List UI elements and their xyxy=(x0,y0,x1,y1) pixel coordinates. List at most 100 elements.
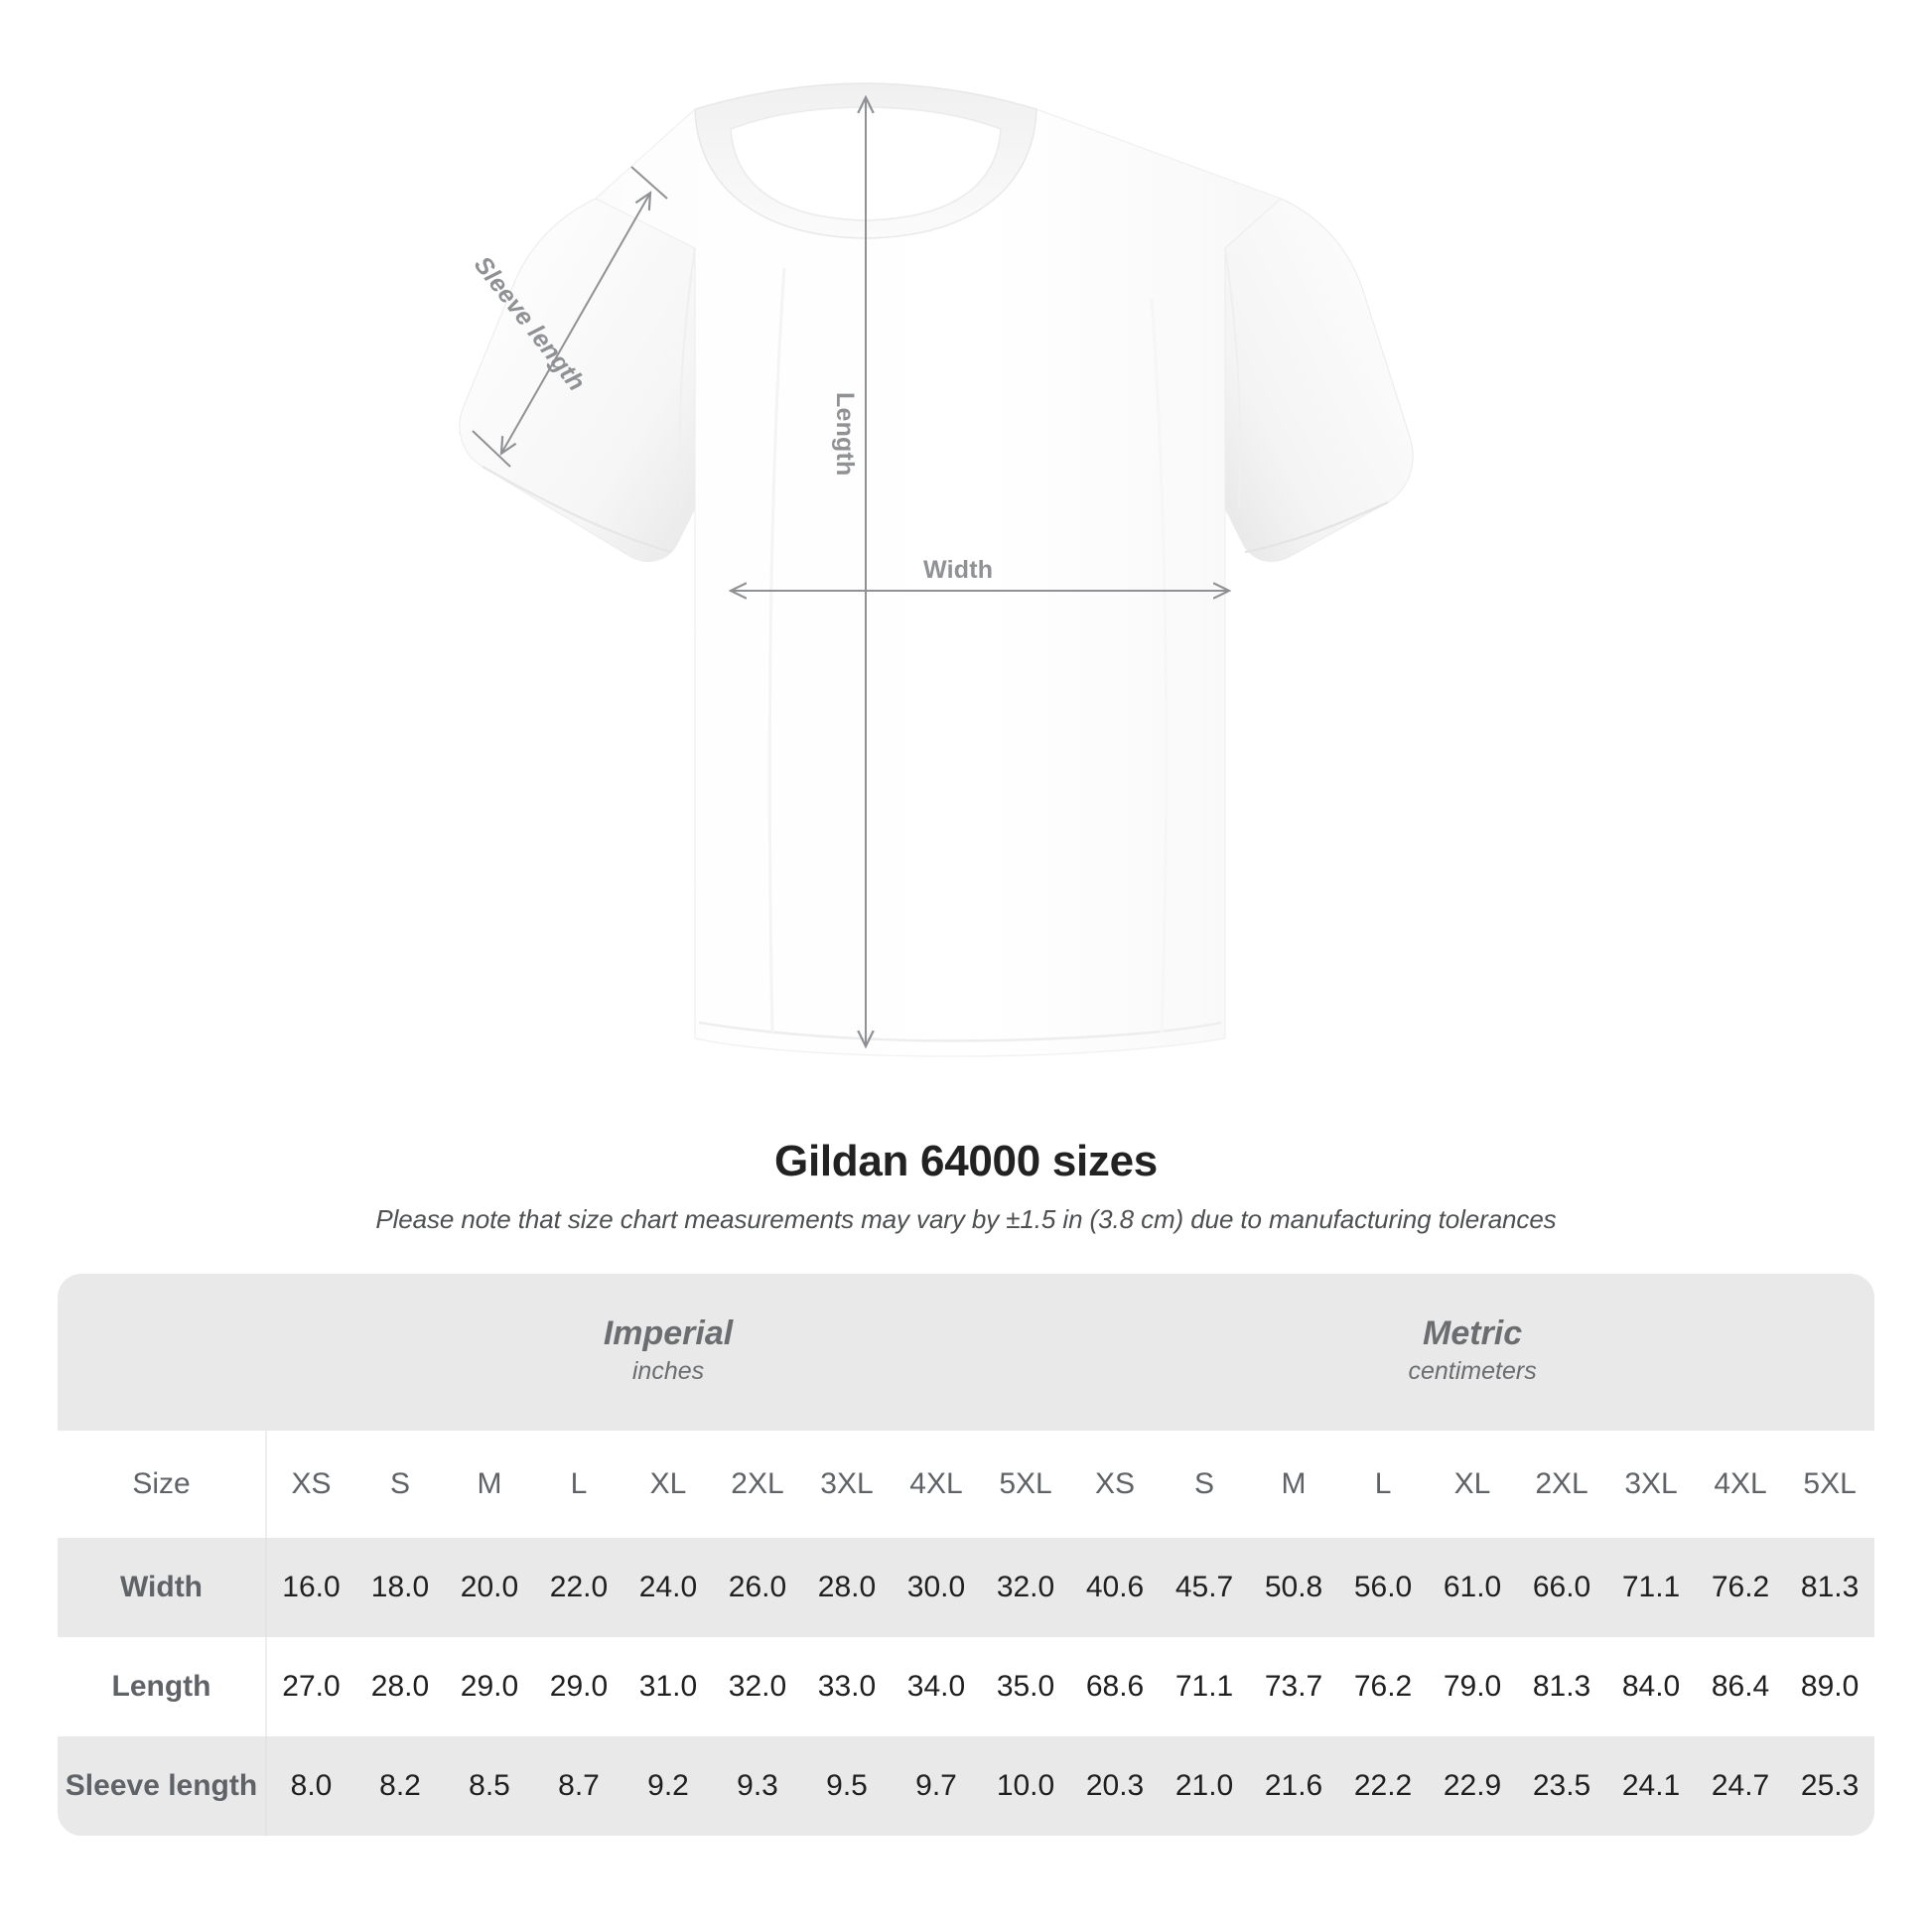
size-header-cell: 5XL xyxy=(1785,1431,1875,1538)
measurement-value: 40.6 xyxy=(1070,1538,1161,1637)
measurement-value: 16.0 xyxy=(266,1538,355,1637)
measurement-value: 32.0 xyxy=(713,1637,802,1736)
table-row: Sleeve length 8.0 8.2 8.5 8.7 9.2 9.3 9.5 9.7 10.… xyxy=(58,1736,1875,1836)
measurement-value: 66.0 xyxy=(1517,1538,1607,1637)
measurement-value: 21.0 xyxy=(1160,1736,1250,1836)
tshirt-diagram-svg xyxy=(459,82,1414,1057)
measurement-label: Sleeve length xyxy=(58,1736,267,1836)
measurement-value: 18.0 xyxy=(355,1538,445,1637)
length-label: Length xyxy=(831,392,859,477)
measurement-value: 71.1 xyxy=(1160,1637,1250,1736)
tolerance-note: Please note that size chart measurements… xyxy=(375,1204,1557,1234)
measurement-value: 34.0 xyxy=(892,1637,981,1736)
measurement-value: 22.2 xyxy=(1338,1736,1429,1836)
measurement-value: 22.9 xyxy=(1428,1736,1518,1836)
table-row: Width 16.0 18.0 20.0 22.0 24.0 26.0 28.0 30.0 32.… xyxy=(58,1538,1875,1637)
size-chart-table: Imperial inches Metric centimeters Size XS S M L… xyxy=(58,1274,1875,1836)
measurement-value: 9.5 xyxy=(802,1736,892,1836)
measurement-value: 76.2 xyxy=(1338,1637,1429,1736)
unit-subtitle-metric: centimeters xyxy=(1408,1356,1537,1385)
measurement-value: 30.0 xyxy=(892,1538,981,1637)
size-header-cell: S xyxy=(355,1431,445,1538)
chart-heading-block: Gildan 64000 sizes Please note that size… xyxy=(0,1137,1932,1235)
measurement-value: 22.0 xyxy=(534,1538,623,1637)
measurement-value: 21.6 xyxy=(1249,1736,1339,1836)
measurement-value: 79.0 xyxy=(1428,1637,1518,1736)
measurement-value: 24.1 xyxy=(1606,1736,1697,1836)
size-header-cell: S xyxy=(1160,1431,1250,1538)
measurement-value: 8.0 xyxy=(266,1736,355,1836)
unit-subtitle-imperial: inches xyxy=(631,1356,705,1385)
size-header-cell: 4XL xyxy=(892,1431,981,1538)
size-header-cell: 3XL xyxy=(802,1431,892,1538)
unit-name-metric: Metric xyxy=(1423,1313,1523,1352)
measurement-value: 9.7 xyxy=(892,1736,981,1836)
measurement-value: 68.6 xyxy=(1070,1637,1161,1736)
measurement-value: 32.0 xyxy=(981,1538,1071,1637)
measurement-value: 20.3 xyxy=(1070,1736,1161,1836)
tshirt-right-sleeve xyxy=(1224,198,1414,562)
size-chart-table-container: Imperial inches Metric centimeters Size XS S M L… xyxy=(58,1274,1875,1836)
size-header-cell: XL xyxy=(1428,1431,1518,1538)
size-header-cell: M xyxy=(1249,1431,1339,1538)
measurement-value: 56.0 xyxy=(1338,1538,1429,1637)
measurement-value: 10.0 xyxy=(981,1736,1071,1836)
measurement-value: 61.0 xyxy=(1428,1538,1518,1637)
table-row: Length 27.0 28.0 29.0 29.0 31.0 32.0 33.0 34.0 35… xyxy=(58,1637,1875,1736)
measurement-value: 8.7 xyxy=(534,1736,623,1836)
tshirt-fabric-details xyxy=(698,267,1222,1042)
unit-banner-spacer xyxy=(58,1274,266,1431)
measurement-label: Width xyxy=(58,1538,267,1637)
page-title: Gildan 64000 sizes xyxy=(774,1137,1158,1185)
measurement-value: 29.0 xyxy=(445,1637,534,1736)
measurement-value: 73.7 xyxy=(1249,1637,1339,1736)
measurement-value: 76.2 xyxy=(1696,1538,1786,1637)
measurement-value: 71.1 xyxy=(1606,1538,1697,1637)
measurement-value: 84.0 xyxy=(1606,1637,1697,1736)
measurement-value: 28.0 xyxy=(802,1538,892,1637)
size-header-cell: 4XL xyxy=(1696,1431,1786,1538)
width-label: Width xyxy=(923,556,994,584)
size-header-cell: XS xyxy=(1070,1431,1161,1538)
size-header-cell: XL xyxy=(623,1431,713,1538)
measurement-value: 20.0 xyxy=(445,1538,534,1637)
tshirt-illustration: Width Length Sleeve length xyxy=(459,82,1414,1057)
measurement-value: 9.3 xyxy=(713,1736,802,1836)
measurement-value: 81.3 xyxy=(1785,1538,1875,1637)
size-header-cell: 2XL xyxy=(1517,1431,1607,1538)
size-header-cell: XS xyxy=(266,1431,355,1538)
size-header-cell: L xyxy=(1338,1431,1429,1538)
unit-header-imperial: Imperial inches xyxy=(266,1274,1071,1431)
measurement-value: 8.5 xyxy=(445,1736,534,1836)
measurement-label: Length xyxy=(58,1637,267,1736)
measurement-value: 31.0 xyxy=(623,1637,713,1736)
measurement-value: 28.0 xyxy=(355,1637,445,1736)
unit-name-imperial: Imperial xyxy=(603,1313,734,1352)
measurement-value: 27.0 xyxy=(266,1637,355,1736)
size-header-cell: L xyxy=(534,1431,623,1538)
measurement-value: 35.0 xyxy=(981,1637,1071,1736)
unit-header-metric: Metric centimeters xyxy=(1070,1274,1875,1431)
measurement-value: 23.5 xyxy=(1517,1736,1607,1836)
measurement-value: 25.3 xyxy=(1785,1736,1875,1836)
measurement-value: 33.0 xyxy=(802,1637,892,1736)
measurement-value: 45.7 xyxy=(1160,1538,1250,1637)
measurement-value: 26.0 xyxy=(713,1538,802,1637)
unit-banner-row: Imperial inches Metric centimeters xyxy=(58,1274,1875,1431)
measurement-value: 89.0 xyxy=(1785,1637,1875,1736)
size-header-cell: 2XL xyxy=(713,1431,802,1538)
measurement-value: 81.3 xyxy=(1517,1637,1607,1736)
measurement-value: 29.0 xyxy=(534,1637,623,1736)
size-header-label: Size xyxy=(58,1431,267,1538)
size-header-cell: 5XL xyxy=(981,1431,1071,1538)
measurement-value: 24.7 xyxy=(1696,1736,1786,1836)
measurement-value: 9.2 xyxy=(623,1736,713,1836)
measurement-value: 24.0 xyxy=(623,1538,713,1637)
measurement-value: 86.4 xyxy=(1696,1637,1786,1736)
measurement-value: 50.8 xyxy=(1249,1538,1339,1637)
measurement-value: 8.2 xyxy=(355,1736,445,1836)
size-header-cell: M xyxy=(445,1431,534,1538)
size-header-row: Size XS S M L XL 2XL 3XL 4XL 5XL XS S M L XL 2XL 3XL 4XL 5… xyxy=(58,1431,1875,1538)
size-header-cell: 3XL xyxy=(1606,1431,1697,1538)
sleeve-length-measure-guide xyxy=(472,166,668,468)
